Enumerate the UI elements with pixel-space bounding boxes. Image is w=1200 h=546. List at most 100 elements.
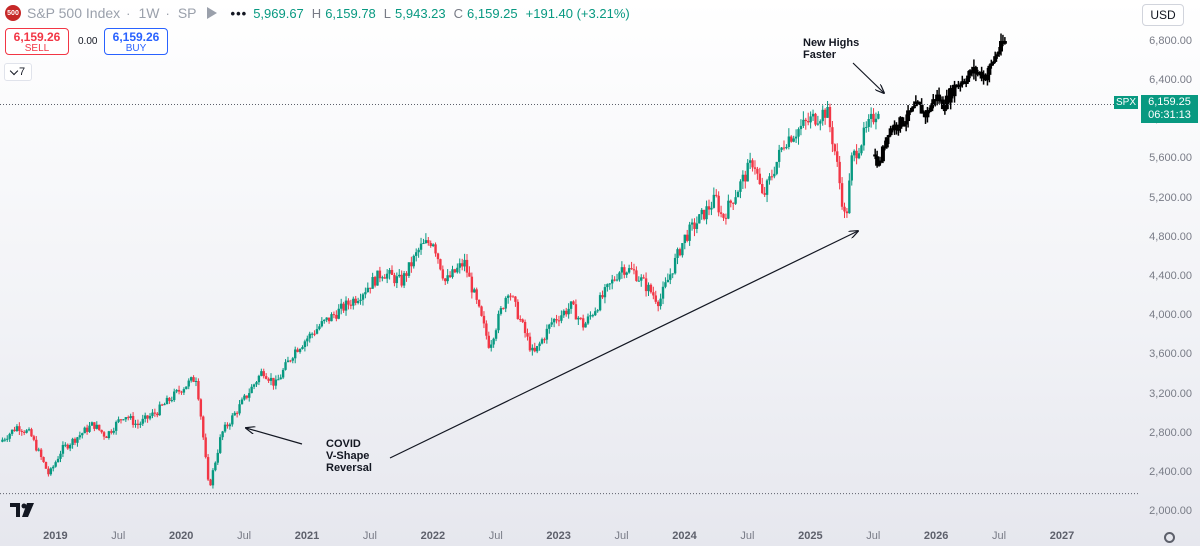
- candle-body: [100, 429, 103, 433]
- candle-body: [177, 389, 181, 392]
- candle-body: [700, 209, 703, 215]
- candle-body: [441, 269, 445, 279]
- projection-body: [888, 128, 893, 136]
- candle-body: [678, 249, 682, 256]
- candle-body: [640, 277, 643, 281]
- candle-body: [625, 272, 628, 275]
- symbol-name[interactable]: S&P 500 Index: [27, 5, 121, 21]
- candle-body: [10, 429, 14, 434]
- candle-body: [727, 200, 730, 219]
- time-tick-label: Jul: [362, 530, 377, 542]
- candle-body: [731, 202, 735, 204]
- gear-icon[interactable]: [1164, 532, 1175, 543]
- candle-body: [848, 180, 851, 214]
- candle-body: [799, 125, 803, 130]
- projection-body: [900, 117, 905, 126]
- candle-body: [722, 213, 725, 218]
- price-tick-label: 2,000.00: [1149, 505, 1192, 518]
- candle-body: [502, 308, 505, 310]
- projection-body: [904, 121, 909, 125]
- candle-body: [165, 397, 169, 405]
- annotation-covid: COVID V-Shape Reversal: [326, 438, 372, 474]
- candle-body: [867, 118, 870, 127]
- candle-body: [71, 438, 74, 445]
- projection-body: [886, 135, 891, 138]
- time-tick-label: 2026: [923, 530, 949, 542]
- candle-body: [185, 386, 188, 390]
- candle-body: [702, 209, 706, 220]
- candle-body: [6, 438, 9, 440]
- candle-body: [356, 300, 360, 303]
- candle-body: [221, 431, 224, 438]
- candle-body: [187, 380, 190, 387]
- annotation-line: Reversal: [326, 462, 372, 474]
- candle-body: [214, 462, 217, 471]
- buy-button[interactable]: 6,159.26 BUY: [104, 28, 168, 55]
- candle-body: [15, 426, 19, 432]
- time-tick-label: 2025: [798, 530, 823, 542]
- candle-body: [555, 319, 558, 321]
- candle-body: [286, 360, 290, 363]
- projection-body: [929, 105, 934, 112]
- candle-body: [753, 167, 757, 169]
- time-axis[interactable]: 2019 Jul 2020 Jul 2021 Jul 2022 Jul 2023 Jul 2024 J…: [0, 530, 1140, 546]
- candle-body: [267, 378, 270, 381]
- exchange: SP: [177, 5, 197, 21]
- projection-body: [894, 124, 899, 130]
- candle-body: [429, 243, 432, 247]
- candle-body: [141, 418, 144, 424]
- candle-body: [107, 431, 111, 438]
- candle-body: [659, 298, 662, 307]
- candles: [1, 101, 880, 489]
- close-value: 6,159.25: [467, 5, 518, 21]
- candle-body: [238, 404, 241, 414]
- timeframe[interactable]: 1W: [138, 5, 160, 21]
- candle-body: [627, 268, 631, 273]
- candle-body: [845, 211, 849, 214]
- candle-body: [61, 444, 65, 454]
- candle-body: [761, 183, 764, 194]
- price-tick-label: 4,800.00: [1149, 230, 1192, 243]
- candle-body: [572, 301, 575, 305]
- candle-body: [383, 277, 386, 279]
- candle-body: [865, 126, 868, 128]
- currency-selector[interactable]: USD: [1142, 4, 1184, 26]
- indicators-toggle[interactable]: 7: [4, 63, 32, 81]
- candle-body: [499, 308, 503, 314]
- candle-body: [809, 116, 812, 123]
- candle-body: [264, 376, 268, 379]
- candle-body: [579, 317, 582, 319]
- candle-body: [782, 147, 786, 149]
- candle-body: [649, 284, 653, 293]
- candle-body: [364, 292, 367, 295]
- candle-body: [632, 269, 636, 271]
- candle-body: [746, 162, 749, 182]
- flag-icon[interactable]: [206, 7, 217, 19]
- time-tick-label: 2021: [294, 530, 320, 542]
- candle-body: [574, 304, 578, 320]
- candle-body: [642, 277, 645, 279]
- candle-body: [202, 416, 205, 438]
- candle-body: [204, 437, 207, 458]
- projection-body: [952, 84, 957, 97]
- indicators-count: 7: [18, 66, 26, 78]
- projection-body: [902, 124, 907, 127]
- candle-body: [243, 395, 246, 400]
- candle-body: [189, 377, 193, 381]
- candle-body: [482, 315, 486, 324]
- candle-body: [504, 297, 507, 309]
- sell-button[interactable]: 6,159.26 SELL: [5, 28, 69, 55]
- candle-body: [151, 412, 154, 416]
- more-icon[interactable]: •••: [230, 5, 248, 21]
- projection-body: [919, 104, 924, 114]
- candle-body: [606, 284, 609, 288]
- candle-body: [770, 176, 774, 178]
- projection-body: [937, 94, 942, 102]
- candle-body: [376, 270, 379, 286]
- candle-body: [359, 299, 362, 301]
- overlays: [0, 62, 1140, 495]
- candle-body: [294, 349, 297, 359]
- candle-body: [819, 121, 822, 124]
- candle-body: [354, 298, 357, 303]
